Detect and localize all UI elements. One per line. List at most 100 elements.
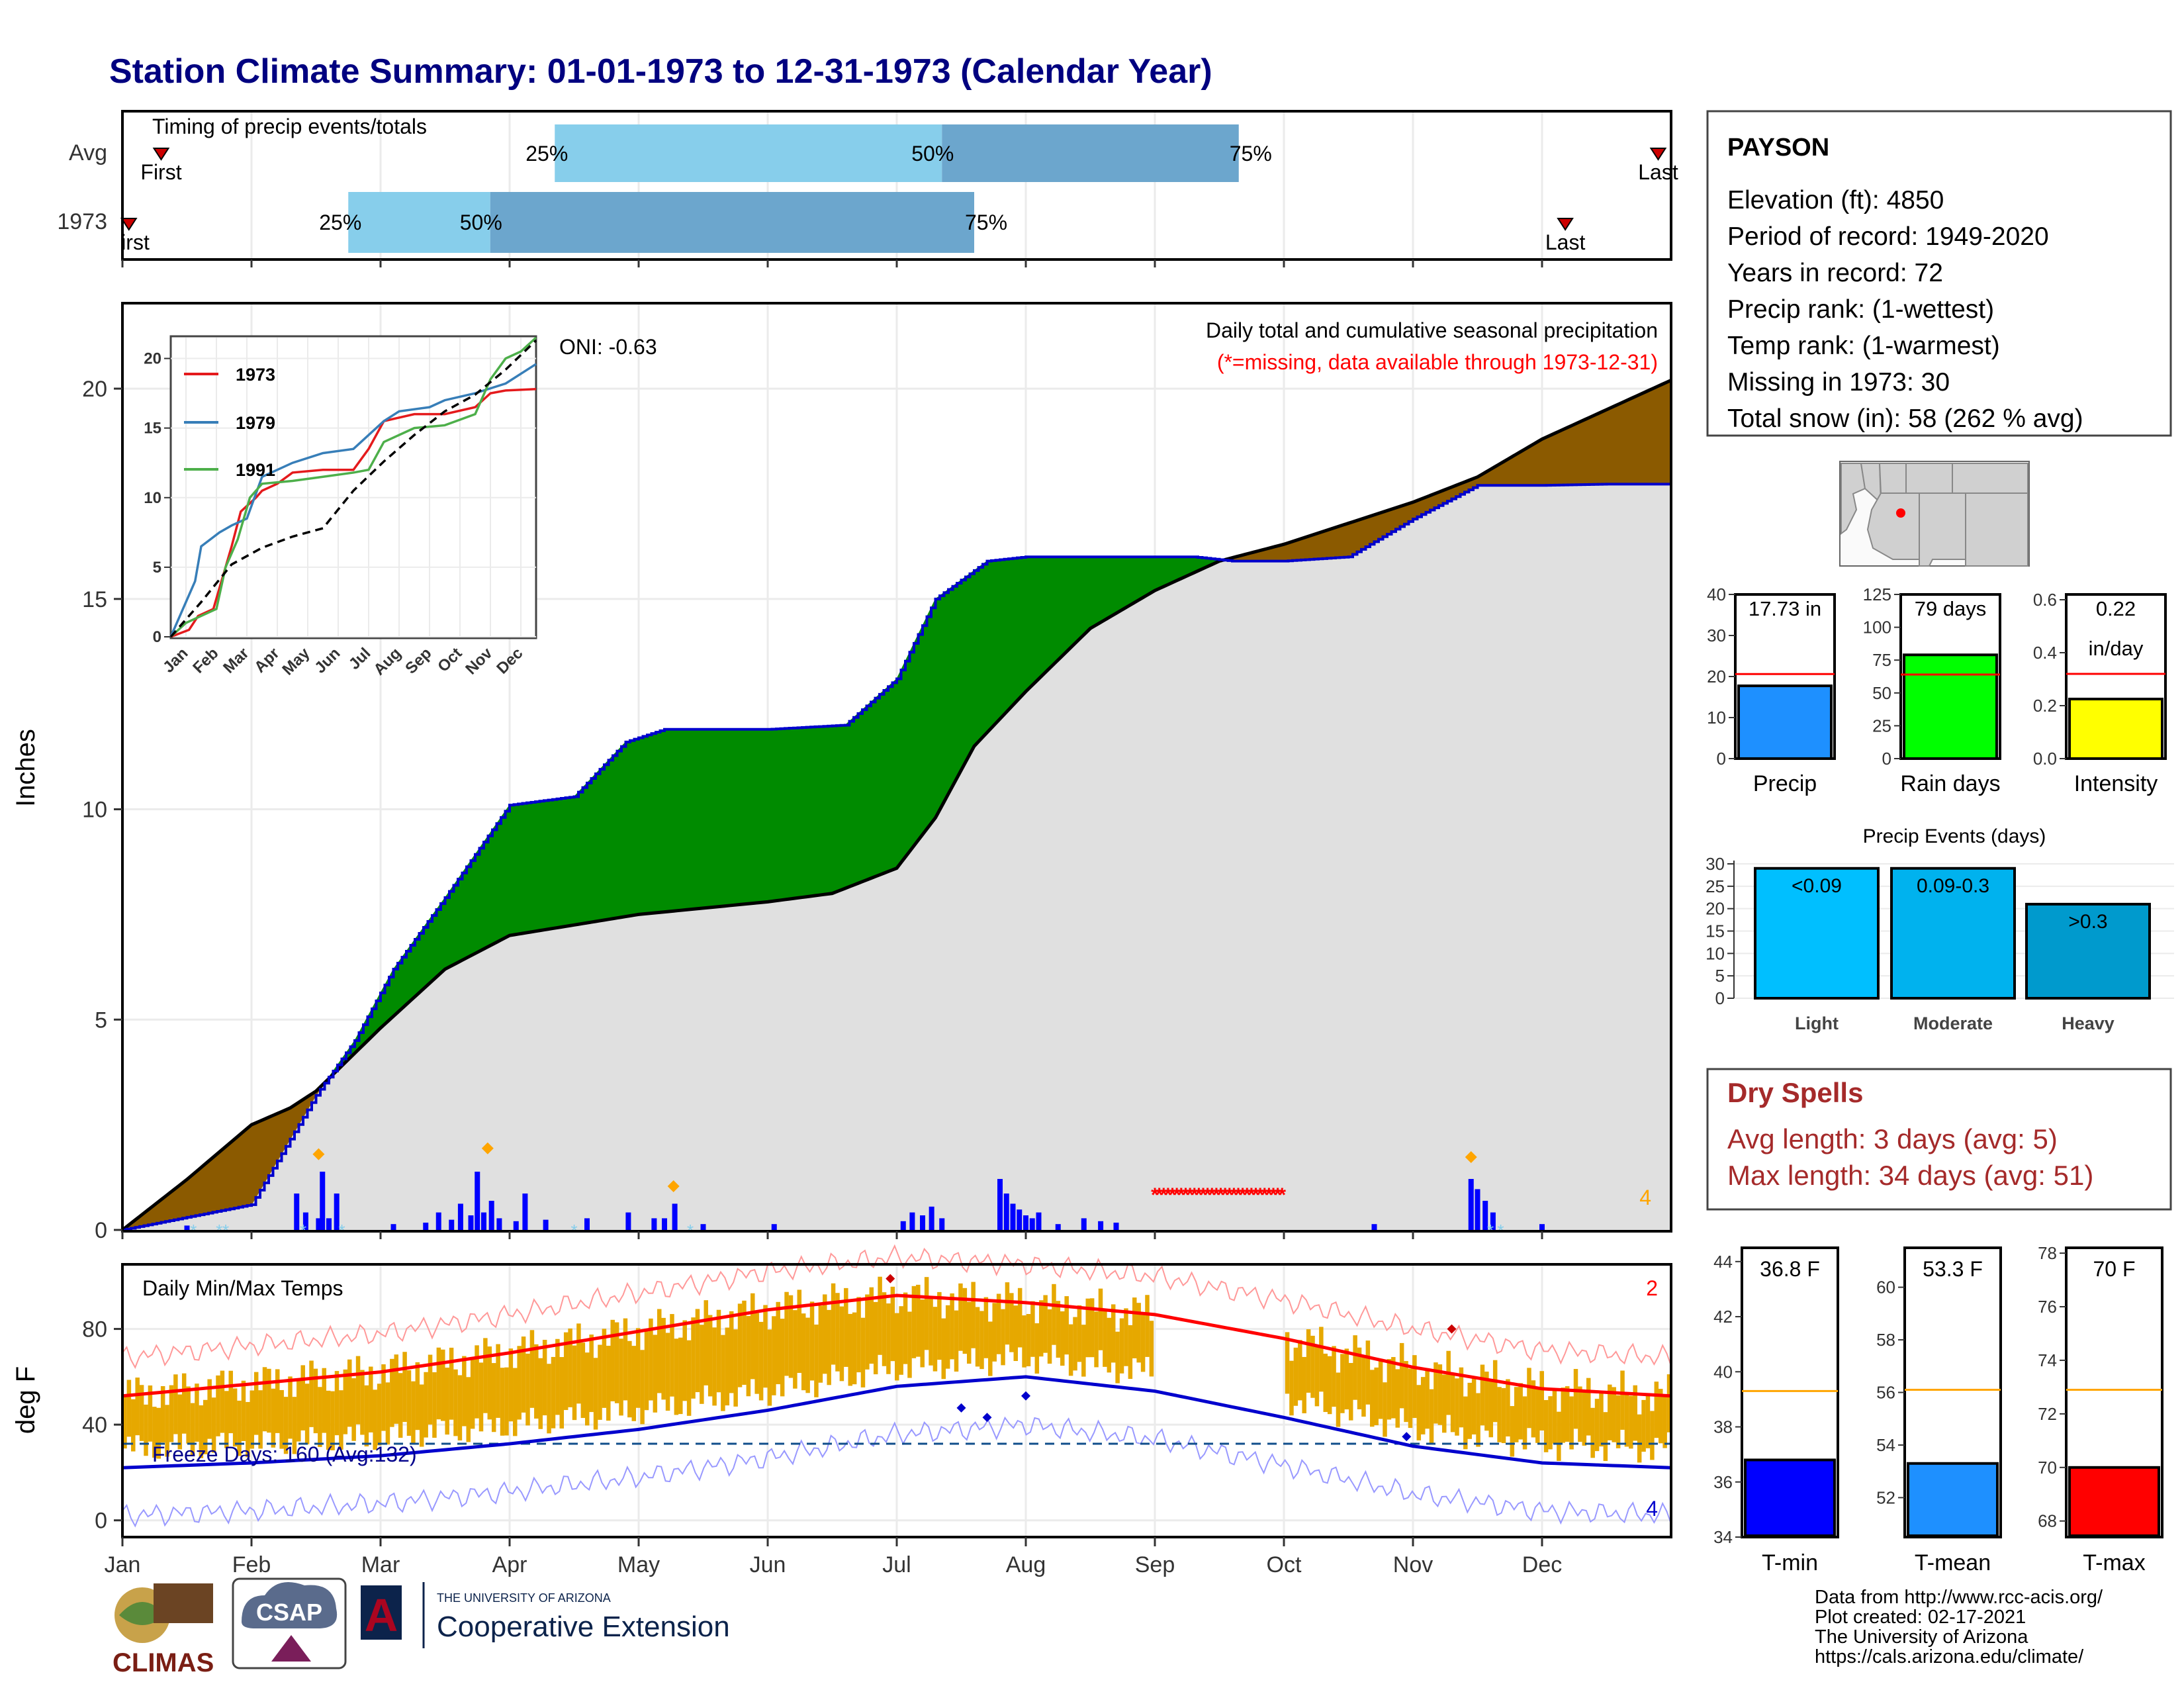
timing-marker-label: First (140, 160, 181, 184)
surplus-fill (483, 835, 488, 950)
surplus-fill (548, 799, 553, 930)
daily-temp-range-bar (933, 1307, 938, 1372)
surplus-fill (931, 598, 936, 825)
surplus-fill (1111, 556, 1116, 617)
deficit-fill (1602, 409, 1607, 485)
daily-temp-range-bar (496, 1344, 500, 1418)
freeze-days-label: Freeze Days: 160 (Avg:132) (152, 1442, 417, 1466)
daily-temp-range-bar (267, 1368, 271, 1433)
surplus-fill (690, 729, 695, 910)
temp-summary-ytick-label: 54 (1876, 1435, 1895, 1455)
summary-bar-label: Precip (1753, 771, 1817, 796)
temp-panel: 0 40 80 deg F Daily Min/Max Temps Freeze D… (11, 1244, 1672, 1538)
daily-temp-range-bar (262, 1367, 267, 1432)
surplus-fill (913, 634, 919, 847)
daily-temp-range-bar (347, 1359, 352, 1427)
daily-temp-range-bar (1497, 1387, 1502, 1442)
summary-bar-ytick-label: 0.4 (2033, 643, 2057, 663)
daily-precip-bar (1029, 1218, 1035, 1230)
daily-temp-range-bar (657, 1309, 662, 1393)
daily-temp-range-bar (517, 1346, 522, 1420)
surplus-fill (832, 725, 837, 894)
deficit-fill (1305, 535, 1310, 561)
record-temp-marker (1021, 1391, 1030, 1401)
daily-temp-range-bar (992, 1303, 997, 1362)
daily-temp-range-bar (160, 1385, 165, 1443)
daily-temp-range-bar (691, 1317, 696, 1399)
surplus-fill (475, 847, 480, 955)
missing-data-marker: * (1156, 1184, 1163, 1206)
deficit-fill (1335, 525, 1340, 559)
daily-temp-range-bar (470, 1359, 475, 1429)
daily-temp-range-bar (173, 1374, 178, 1434)
daily-temp-range-bar (1378, 1358, 1383, 1419)
month-label: Jan (105, 1552, 141, 1577)
timing-pct-label: 75% (1230, 142, 1272, 165)
deficit-fill (182, 1178, 187, 1219)
deficit-fill (1529, 444, 1534, 486)
deficit-fill (1516, 451, 1521, 486)
inset-xtick-label: Mar (220, 644, 252, 677)
daily-temp-range-bar (839, 1306, 844, 1382)
deficit-fill (1572, 422, 1577, 485)
surplus-fill (634, 737, 639, 916)
deficit-fill (1550, 432, 1555, 486)
daily-temp-range-bar (627, 1340, 632, 1418)
ua-logo-block (361, 1585, 402, 1640)
deficit-fill (1507, 456, 1512, 486)
surplus-fill (617, 745, 622, 919)
surplus-fill (858, 709, 863, 884)
dry-spells-avg: Avg length: 3 days (avg: 5) (1727, 1123, 2058, 1154)
daily-temp-range-bar (631, 1346, 637, 1421)
dry-spells-title: Dry Spells (1727, 1077, 1863, 1108)
daily-temp-range-bar (920, 1299, 925, 1368)
ua-logo: A THE UNIVERSITY OF ARIZONA Cooperative … (361, 1582, 730, 1648)
surplus-fill (574, 791, 579, 925)
precip-event-bar (1890, 867, 2016, 1000)
daily-temp-range-bar (1450, 1374, 1455, 1432)
surplus-fill (565, 796, 570, 927)
surplus-fill (1090, 556, 1095, 630)
missing-data-marker: * (1212, 1184, 1220, 1206)
daily-temp-range-bar (661, 1317, 666, 1400)
precip-y-axis: 0 5 10 15 20 (82, 377, 122, 1243)
daily-temp-range-bar (195, 1383, 199, 1442)
daily-temp-range-bar (1501, 1387, 1506, 1444)
surplus-fill (970, 569, 975, 755)
missing-data-marker: * (1208, 1184, 1216, 1206)
surplus-fill (595, 768, 600, 922)
daily-temp-range-bar (1594, 1399, 1600, 1452)
daily-temp-range-bar (733, 1329, 738, 1407)
surplus-fill (466, 859, 471, 959)
daily-precip-bar (1081, 1218, 1087, 1230)
heavy-event-marker (667, 1180, 680, 1192)
surplus-fill (870, 697, 876, 879)
dry-spells-max: Max length: 34 days (avg: 51) (1727, 1160, 2093, 1191)
missing-data-marker: * (1191, 1184, 1199, 1206)
daily-temp-range-bar (504, 1367, 509, 1436)
summary-bar-ytick-label: 100 (1863, 618, 1891, 637)
precip-event-bar (2025, 902, 2151, 1000)
events-ytick-label: 10 (1706, 943, 1725, 963)
month-label: Feb (232, 1552, 271, 1577)
inset-ytick-label: 5 (153, 559, 161, 577)
daily-precip-bar (1010, 1203, 1016, 1230)
daily-temp-range-bar (751, 1293, 755, 1380)
deficit-fill (1512, 453, 1517, 486)
daily-temp-range-bar (419, 1384, 424, 1447)
daily-temp-range-bar (148, 1385, 153, 1442)
daily-temp-range-bar (1319, 1327, 1324, 1392)
surplus-fill (1038, 556, 1044, 680)
deficit-fill (1658, 383, 1663, 485)
daily-precip-bar (939, 1218, 945, 1230)
daily-precip-bar (1371, 1224, 1377, 1230)
surplus-fill (492, 822, 497, 945)
temp-summary-ytick-label: 56 (1876, 1383, 1895, 1403)
daily-temp-range-bar (772, 1316, 776, 1395)
timing-pct-label: 25% (525, 142, 568, 165)
timing-marker (1557, 218, 1574, 231)
daily-temp-range-bar (614, 1322, 619, 1403)
deficit-fill (234, 1135, 239, 1209)
daily-temp-range-bar (369, 1366, 373, 1432)
